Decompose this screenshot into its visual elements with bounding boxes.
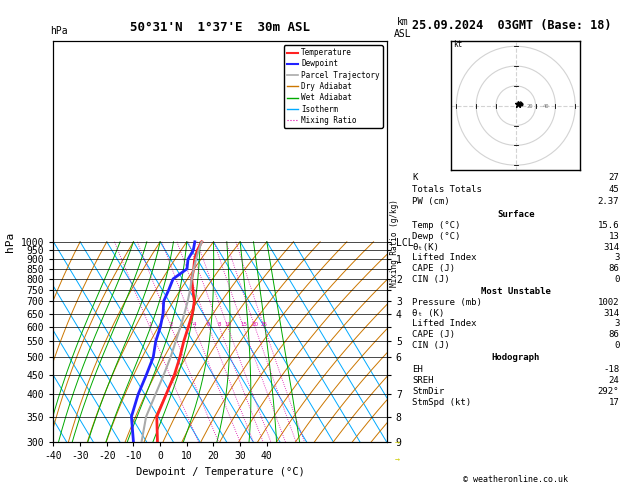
Text: 27: 27 (608, 173, 619, 182)
Text: 3: 3 (614, 253, 619, 262)
Text: θₜ(K): θₜ(K) (413, 243, 439, 252)
Text: 86: 86 (608, 330, 619, 339)
Text: CIN (J): CIN (J) (413, 275, 450, 284)
Text: CAPE (J): CAPE (J) (413, 330, 455, 339)
Text: 2.37: 2.37 (598, 197, 619, 207)
Text: km
ASL: km ASL (394, 17, 411, 39)
Text: 314: 314 (603, 243, 619, 252)
Text: 45: 45 (608, 185, 619, 194)
Text: 0: 0 (614, 341, 619, 350)
Text: -18: -18 (603, 364, 619, 374)
Text: 1002: 1002 (598, 298, 619, 307)
Text: 6: 6 (207, 322, 211, 327)
Text: 24: 24 (608, 376, 619, 385)
Text: StmDir: StmDir (413, 387, 445, 396)
Text: 86: 86 (608, 264, 619, 273)
Text: 314: 314 (603, 309, 619, 318)
Text: θₜ (K): θₜ (K) (413, 309, 445, 318)
Text: Mixing Ratio (g/kg): Mixing Ratio (g/kg) (390, 199, 399, 287)
Text: 0: 0 (614, 275, 619, 284)
Text: PW (cm): PW (cm) (413, 197, 450, 207)
Text: CIN (J): CIN (J) (413, 341, 450, 350)
Text: 2: 2 (170, 322, 173, 327)
Text: 25: 25 (260, 322, 268, 327)
X-axis label: Dewpoint / Temperature (°C): Dewpoint / Temperature (°C) (136, 467, 304, 477)
Text: 50°31'N  1°37'E  30m ASL: 50°31'N 1°37'E 30m ASL (130, 21, 310, 34)
Text: StmSpd (kt): StmSpd (kt) (413, 398, 471, 407)
Y-axis label: hPa: hPa (6, 232, 15, 252)
Text: →: → (394, 438, 399, 447)
Text: Hodograph: Hodograph (492, 353, 540, 363)
Text: © weatheronline.co.uk: © weatheronline.co.uk (464, 474, 568, 484)
Text: hPa: hPa (50, 26, 68, 36)
Text: 17: 17 (608, 398, 619, 407)
Text: CAPE (J): CAPE (J) (413, 264, 455, 273)
Text: SREH: SREH (413, 376, 434, 385)
Text: Temp (°C): Temp (°C) (413, 221, 460, 230)
Text: K: K (413, 173, 418, 182)
Text: Totals Totals: Totals Totals (413, 185, 482, 194)
Text: 40: 40 (542, 104, 548, 109)
Text: 15: 15 (240, 322, 247, 327)
Text: 13: 13 (608, 232, 619, 241)
Text: 25.09.2024  03GMT (Base: 18): 25.09.2024 03GMT (Base: 18) (412, 18, 611, 32)
Text: 10: 10 (225, 322, 231, 327)
Text: 15.6: 15.6 (598, 221, 619, 230)
Text: 3: 3 (614, 319, 619, 329)
Text: →: → (394, 455, 399, 464)
Text: 292°: 292° (598, 387, 619, 396)
Text: Lifted Index: Lifted Index (413, 253, 477, 262)
Text: 20: 20 (526, 104, 533, 109)
Text: 20: 20 (252, 322, 259, 327)
Legend: Temperature, Dewpoint, Parcel Trajectory, Dry Adiabat, Wet Adiabat, Isotherm, Mi: Temperature, Dewpoint, Parcel Trajectory… (284, 45, 383, 128)
Text: Surface: Surface (497, 210, 535, 219)
Text: 1: 1 (148, 322, 152, 327)
Text: 8: 8 (218, 322, 221, 327)
Text: Lifted Index: Lifted Index (413, 319, 477, 329)
Text: kt: kt (454, 40, 462, 49)
Text: EH: EH (413, 364, 423, 374)
Text: Dewp (°C): Dewp (°C) (413, 232, 460, 241)
Text: Pressure (mb): Pressure (mb) (413, 298, 482, 307)
Text: 4: 4 (192, 322, 196, 327)
Text: Most Unstable: Most Unstable (481, 287, 551, 296)
